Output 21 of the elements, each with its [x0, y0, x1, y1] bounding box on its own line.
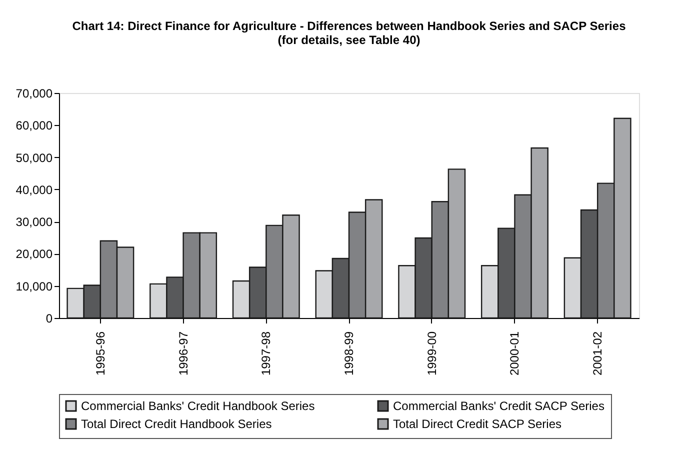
x-tick-label: 2001-02 — [590, 331, 605, 376]
y-tick-label: 10,000 — [16, 279, 53, 294]
legend-label: Commercial Banks' Credit Handbook Series — [81, 399, 315, 413]
x-tick-label: 1996-97 — [176, 331, 190, 376]
x-tick-label: 1999-00 — [424, 331, 439, 376]
x-tick-label: 1995-96 — [93, 331, 108, 376]
x-tick-label: 1997-98 — [259, 331, 274, 376]
text: (for details, see Table 40) — [278, 33, 420, 47]
y-tick-label: 0 — [46, 312, 53, 326]
y-tick-label: 30,000 — [16, 215, 53, 230]
x-tick-label: 1998-99 — [342, 331, 356, 376]
legend-label: Total Direct Credit Handbook Series — [81, 417, 272, 431]
y-tick-label: 40,000 — [16, 182, 53, 197]
y-tick-label: 60,000 — [16, 118, 53, 133]
y-tick-label: 20,000 — [16, 247, 53, 262]
y-tick-label: 50,000 — [16, 150, 53, 165]
text: Chart 14: Direct Finance for Agriculture - Differences between Handbook Series and SACP Series — [72, 19, 626, 33]
legend-label: Total Direct Credit SACP Series — [393, 417, 562, 431]
legend-label: Commercial Banks' Credit SACP Series — [393, 399, 604, 413]
y-tick-label: 70,000 — [16, 86, 53, 100]
x-tick-label: 2000-01 — [508, 331, 522, 376]
